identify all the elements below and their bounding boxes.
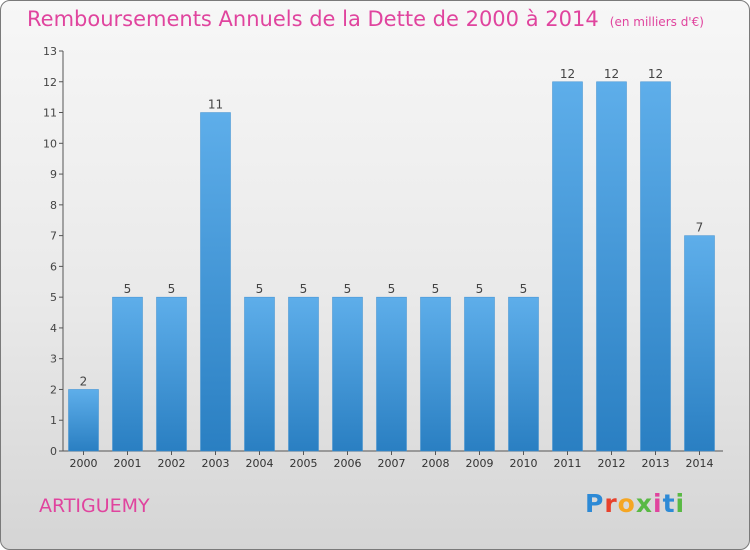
data-label: 11: [208, 98, 223, 112]
x-tick-label: 2006: [334, 457, 362, 470]
chart-bars: [68, 81, 715, 452]
data-label: 12: [604, 67, 619, 81]
bar: [596, 81, 627, 452]
logo-letter: i: [675, 489, 686, 518]
y-tick-label: 7: [50, 230, 57, 243]
y-tick-label: 13: [43, 45, 57, 58]
y-tick-label: 8: [50, 199, 57, 212]
logo-letter: i: [653, 489, 663, 518]
x-tick-label: 2007: [378, 457, 406, 470]
y-tick-label: 10: [43, 137, 57, 150]
bar: [288, 296, 319, 452]
x-tick-label: 2003: [202, 457, 230, 470]
x-tick-label: 2000: [70, 457, 98, 470]
y-tick-label: 11: [43, 107, 57, 120]
bar: [552, 81, 583, 452]
x-tick-label: 2005: [290, 457, 318, 470]
x-tick-label: 2012: [598, 457, 626, 470]
x-tick-label: 2009: [466, 457, 494, 470]
data-label: 12: [560, 67, 575, 81]
data-label: 5: [256, 282, 264, 296]
chart-labels: 0123456789101112132000220015200252003112…: [43, 45, 714, 470]
data-label: 5: [168, 282, 176, 296]
bar: [156, 296, 187, 452]
bar: [508, 296, 539, 452]
x-tick-label: 2004: [246, 457, 274, 470]
logo-letter: o: [617, 489, 636, 518]
x-tick-label: 2002: [158, 457, 186, 470]
y-tick-label: 2: [50, 383, 57, 396]
bar: [68, 389, 99, 452]
commune-name: ARTIGUEMY: [39, 495, 150, 517]
x-tick-label: 2013: [642, 457, 670, 470]
chart-unit: (en milliers d'€): [609, 15, 704, 29]
chart-title-text: Remboursements Annuels de la Dette de 20…: [27, 7, 599, 31]
bar: [244, 296, 275, 452]
data-label: 5: [432, 282, 440, 296]
data-label: 5: [388, 282, 396, 296]
y-tick-label: 0: [50, 445, 57, 458]
bar: [684, 235, 715, 452]
bar: [376, 296, 407, 452]
x-tick-label: 2011: [554, 457, 582, 470]
bar: [420, 296, 451, 452]
logo-letter: t: [662, 489, 676, 518]
data-label: 5: [300, 282, 308, 296]
data-label: 5: [476, 282, 484, 296]
y-tick-label: 3: [50, 353, 57, 366]
logo-letter: P: [585, 489, 605, 518]
data-label: 7: [696, 221, 704, 235]
x-tick-label: 2014: [686, 457, 714, 470]
bar: [200, 112, 231, 452]
x-tick-label: 2010: [510, 457, 538, 470]
data-label: 12: [648, 67, 663, 81]
data-label: 5: [124, 282, 132, 296]
bar: [332, 296, 363, 452]
proxiti-logo[interactable]: Proxiti: [585, 489, 685, 518]
y-tick-label: 5: [50, 291, 57, 304]
logo-letter: r: [604, 489, 618, 518]
data-label: 5: [520, 282, 528, 296]
y-tick-label: 4: [50, 322, 57, 335]
x-tick-label: 2001: [114, 457, 142, 470]
x-tick-label: 2008: [422, 457, 450, 470]
data-label: 5: [344, 282, 352, 296]
y-tick-label: 6: [50, 260, 57, 273]
bar: [640, 81, 671, 452]
y-tick-label: 1: [50, 414, 57, 427]
y-tick-label: 12: [43, 76, 57, 89]
logo-letter: x: [635, 489, 653, 518]
bar: [112, 296, 143, 452]
chart-title: Remboursements Annuels de la Dette de 20…: [27, 7, 704, 31]
data-label: 2: [80, 374, 88, 388]
y-tick-label: 9: [50, 168, 57, 181]
bar: [464, 296, 495, 452]
